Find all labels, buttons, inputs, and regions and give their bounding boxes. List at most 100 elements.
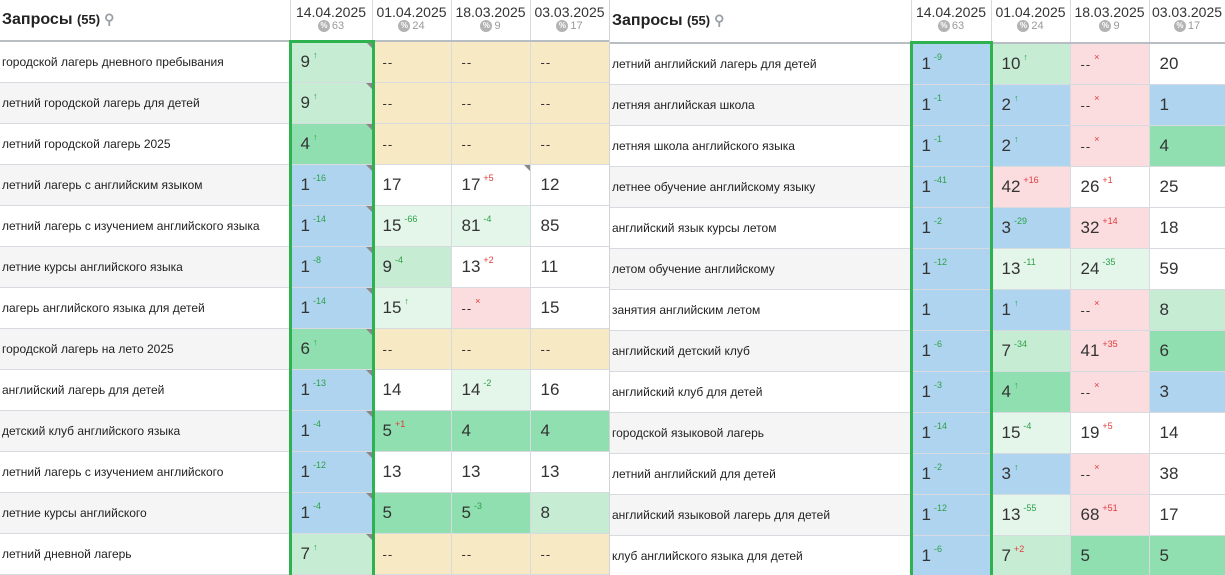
query-text[interactable]: летняя школа английского языка xyxy=(610,125,912,167)
position-cell[interactable]: 4 xyxy=(451,410,531,452)
position-cell[interactable]: 13 -11 xyxy=(991,248,1071,290)
query-text[interactable]: летний лагерь с английским языком xyxy=(0,164,291,206)
query-text[interactable]: летний лагерь с изучением английского яз… xyxy=(0,205,291,247)
position-cell[interactable]: 2 ↑ xyxy=(991,84,1071,126)
position-cell[interactable]: 1 -4 xyxy=(290,410,373,452)
query-text[interactable]: летний лагерь с изучением английского xyxy=(0,451,291,493)
position-cell[interactable]: -- xyxy=(530,82,609,124)
position-cell[interactable]: 1 -2 xyxy=(911,207,992,249)
date-column-header[interactable]: 03.03.2025% 17 xyxy=(530,0,609,42)
position-cell[interactable]: 25 xyxy=(1149,166,1225,208)
position-cell[interactable]: 4 xyxy=(1149,125,1225,167)
position-cell[interactable]: 24 -35 xyxy=(1070,248,1150,290)
query-text[interactable]: детский клуб английского языка xyxy=(0,410,291,452)
position-cell[interactable]: 3 -29 xyxy=(991,207,1071,249)
position-cell[interactable]: 9 ↑ xyxy=(290,82,373,124)
position-cell[interactable]: -- × xyxy=(451,287,531,329)
position-cell[interactable]: 14 xyxy=(1149,412,1225,454)
position-cell[interactable]: 1 -9 xyxy=(911,43,992,85)
position-cell[interactable]: -- × xyxy=(1070,125,1150,167)
position-cell[interactable]: 20 xyxy=(1149,43,1225,85)
position-cell[interactable]: 13 xyxy=(451,451,531,493)
query-text[interactable]: летний английский лагерь для детей xyxy=(610,43,912,85)
position-cell[interactable]: 17 +5 xyxy=(451,164,531,206)
position-cell[interactable]: 10 ↑ xyxy=(991,43,1071,85)
position-cell[interactable]: 59 xyxy=(1149,248,1225,290)
position-cell[interactable]: 15 -66 xyxy=(372,205,452,247)
position-cell[interactable]: -- xyxy=(530,533,609,575)
position-cell[interactable]: 15 ↑ xyxy=(372,287,452,329)
position-cell[interactable]: 1 -1 xyxy=(911,125,992,167)
position-cell[interactable]: 5 xyxy=(372,492,452,534)
position-cell[interactable]: 9 ↑ xyxy=(290,41,373,83)
query-text[interactable]: летний дневной лагерь xyxy=(0,533,291,575)
position-cell[interactable]: 1 -16 xyxy=(290,164,373,206)
position-cell[interactable]: -- × xyxy=(1070,289,1150,331)
position-cell[interactable]: 17 xyxy=(372,164,452,206)
position-cell[interactable]: 1 -3 xyxy=(911,371,992,413)
query-text[interactable]: лагерь английского языка для детей xyxy=(0,287,291,329)
query-text[interactable]: летние курсы английского языка xyxy=(0,246,291,288)
query-text[interactable]: летний городской лагерь 2025 xyxy=(0,123,291,165)
date-column-header[interactable]: 14.04.2025% 63 xyxy=(290,0,373,42)
position-cell[interactable]: 15 -4 xyxy=(991,412,1071,454)
position-cell[interactable]: 38 xyxy=(1149,453,1225,495)
date-column-header[interactable]: 01.04.2025% 24 xyxy=(991,0,1071,44)
position-cell[interactable]: 1 -14 xyxy=(290,205,373,247)
position-cell[interactable]: 1 -12 xyxy=(911,248,992,290)
position-cell[interactable]: 9 -4 xyxy=(372,246,452,288)
query-text[interactable]: занятия английским летом xyxy=(610,289,912,331)
position-cell[interactable]: -- xyxy=(451,328,531,370)
position-cell[interactable]: 14 xyxy=(372,369,452,411)
query-text[interactable]: летние курсы английского xyxy=(0,492,291,534)
position-cell[interactable]: -- × xyxy=(1070,371,1150,413)
position-cell[interactable]: 1 xyxy=(911,289,992,331)
query-text[interactable]: летний городской лагерь для детей xyxy=(0,82,291,124)
position-cell[interactable]: 17 xyxy=(1149,494,1225,536)
query-text[interactable]: английский клуб для детей xyxy=(610,371,912,413)
query-text[interactable]: городской языковой лагерь xyxy=(610,412,912,454)
position-cell[interactable]: 8 xyxy=(1149,289,1225,331)
position-cell[interactable]: 41 +35 xyxy=(1070,330,1150,372)
position-cell[interactable]: -- xyxy=(372,533,452,575)
date-column-header[interactable]: 14.04.2025% 63 xyxy=(911,0,992,44)
position-cell[interactable]: 12 xyxy=(530,164,609,206)
position-cell[interactable]: -- xyxy=(530,41,609,83)
position-cell[interactable]: 1 -14 xyxy=(911,412,992,454)
position-cell[interactable]: -- × xyxy=(1070,84,1150,126)
position-cell[interactable]: 81 -4 xyxy=(451,205,531,247)
position-cell[interactable]: 4 ↑ xyxy=(290,123,373,165)
position-cell[interactable]: -- xyxy=(372,82,452,124)
search-icon[interactable]: ⚲ xyxy=(714,12,725,28)
date-column-header[interactable]: 18.03.2025% 9 xyxy=(451,0,531,42)
date-column-header[interactable]: 03.03.2025% 17 xyxy=(1149,0,1225,44)
position-cell[interactable]: 68 +51 xyxy=(1070,494,1150,536)
position-cell[interactable]: 1 xyxy=(1149,84,1225,126)
position-cell[interactable]: -- xyxy=(372,123,452,165)
position-cell[interactable]: 1 -12 xyxy=(290,451,373,493)
position-cell[interactable]: 7 +2 xyxy=(991,535,1071,575)
position-cell[interactable]: 14 -2 xyxy=(451,369,531,411)
position-cell[interactable]: -- xyxy=(372,41,452,83)
position-cell[interactable]: 1 ↑ xyxy=(991,289,1071,331)
position-cell[interactable]: 19 +5 xyxy=(1070,412,1150,454)
position-cell[interactable]: 18 xyxy=(1149,207,1225,249)
position-cell[interactable]: -- xyxy=(451,533,531,575)
position-cell[interactable]: 26 +1 xyxy=(1070,166,1150,208)
position-cell[interactable]: 5 xyxy=(1070,535,1150,575)
position-cell[interactable]: -- xyxy=(530,328,609,370)
position-cell[interactable]: 4 xyxy=(530,410,609,452)
position-cell[interactable]: 4 ↑ xyxy=(991,371,1071,413)
position-cell[interactable]: 1 -4 xyxy=(290,492,373,534)
position-cell[interactable]: 1 -12 xyxy=(911,494,992,536)
position-cell[interactable]: 85 xyxy=(530,205,609,247)
date-column-header[interactable]: 01.04.2025% 24 xyxy=(372,0,452,42)
query-text[interactable]: городской лагерь на лето 2025 xyxy=(0,328,291,370)
position-cell[interactable]: 1 -14 xyxy=(290,287,373,329)
query-text[interactable]: английский язык курсы летом xyxy=(610,207,912,249)
position-cell[interactable]: -- xyxy=(451,82,531,124)
position-cell[interactable]: 1 -1 xyxy=(911,84,992,126)
position-cell[interactable]: 6 ↑ xyxy=(290,328,373,370)
position-cell[interactable]: 7 ↑ xyxy=(290,533,373,575)
position-cell[interactable]: 1 -13 xyxy=(290,369,373,411)
